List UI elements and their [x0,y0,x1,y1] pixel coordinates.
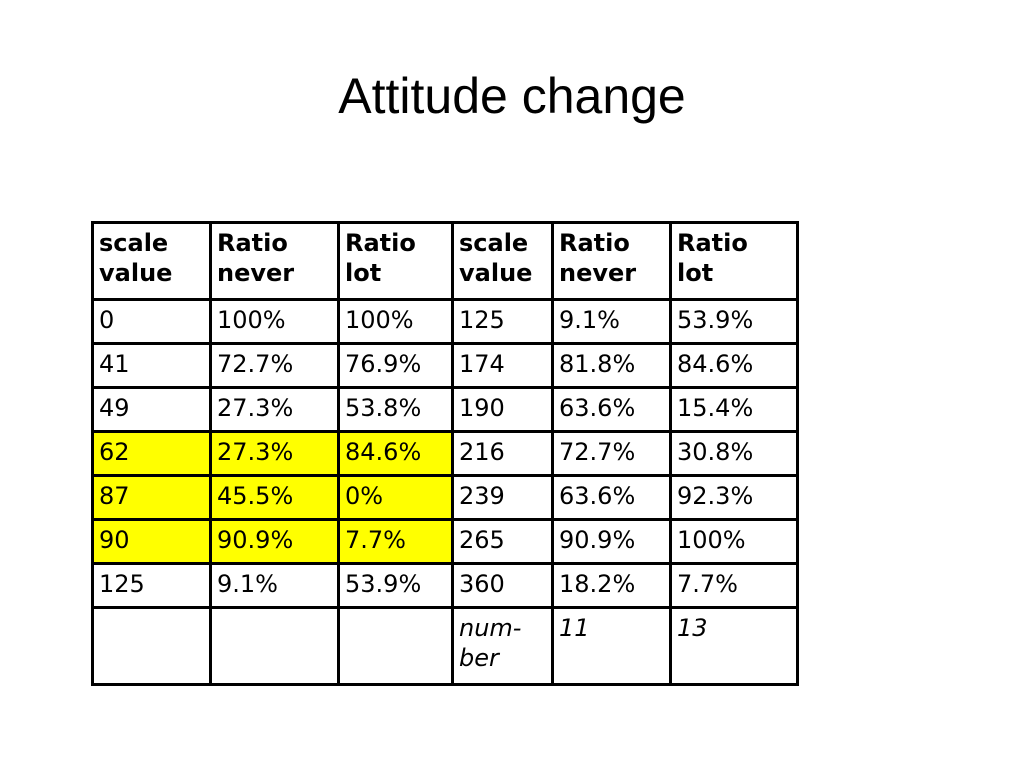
number-label-cell: num-ber [451,606,554,686]
table-row-totals: num-ber 11 13 [91,606,799,686]
highlighted-cell: 0% [337,474,454,521]
table-cell: 53.8% [337,386,454,433]
highlighted-cell: 7.7% [337,518,454,565]
table-cell: 239 [451,474,554,521]
table-cell: 216 [451,430,554,477]
slide-title: Attitude change [338,68,686,124]
table-header-row: scale value Ratio never Ratio lot scale … [91,221,799,301]
table-cell: 63.6% [551,474,672,521]
table-row: 0 100% 100% 125 9.1% 53.9% [91,298,799,345]
number-label-part2: ber [459,644,499,672]
table-cell: 360 [451,562,554,609]
table-cell: 72.7% [551,430,672,477]
table-cell: 100% [337,298,454,345]
table-cell: 72.7% [209,342,340,389]
table-cell: 92.3% [669,474,799,521]
highlighted-cell: 87 [91,474,212,521]
table-cell: 7.7% [669,562,799,609]
table-cell: 63.6% [551,386,672,433]
table-cell: 81.8% [551,342,672,389]
table-cell: 15.4% [669,386,799,433]
highlighted-cell: 27.3% [209,430,340,477]
table-row: 49 27.3% 53.8% 190 63.6% 15.4% [91,386,799,433]
header-ratio-never-right: Ratio never [551,221,672,301]
header-ratio-lot-left: Ratio lot [337,221,454,301]
data-table: scale value Ratio never Ratio lot scale … [91,221,799,686]
highlighted-cell: 90 [91,518,212,565]
table-cell: 53.9% [669,298,799,345]
table-cell: 100% [209,298,340,345]
header-scale-value-right: scale value [451,221,554,301]
highlighted-cell: 84.6% [337,430,454,477]
table-cell: 125 [451,298,554,345]
empty-cell [337,606,454,686]
header-scale-value-left: scale value [91,221,212,301]
table-cell: 125 [91,562,212,609]
table-cell: 0 [91,298,212,345]
highlighted-cell: 90.9% [209,518,340,565]
header-ratio-never-left: Ratio never [209,221,340,301]
header-ratio-lot-right: Ratio lot [669,221,799,301]
highlighted-cell: 45.5% [209,474,340,521]
table-row-highlighted: 87 45.5% 0% 239 63.6% 92.3% [91,474,799,521]
table-cell: 190 [451,386,554,433]
table-cell: 49 [91,386,212,433]
table-cell: 41 [91,342,212,389]
table-cell: 90.9% [551,518,672,565]
table-cell: 27.3% [209,386,340,433]
table-row-highlighted: 62 27.3% 84.6% 216 72.7% 30.8% [91,430,799,477]
table-row-highlighted: 90 90.9% 7.7% 265 90.9% 100% [91,518,799,565]
table-cell: 30.8% [669,430,799,477]
table-row: 125 9.1% 53.9% 360 18.2% 7.7% [91,562,799,609]
empty-cell [91,606,212,686]
table-cell: 53.9% [337,562,454,609]
count-lot-cell: 13 [669,606,799,686]
empty-cell [209,606,340,686]
table-cell: 100% [669,518,799,565]
table-cell: 174 [451,342,554,389]
table-cell: 265 [451,518,554,565]
number-label-part1: num- [459,614,522,642]
table-cell: 9.1% [551,298,672,345]
table-cell: 76.9% [337,342,454,389]
count-never-cell: 11 [551,606,672,686]
table-cell: 84.6% [669,342,799,389]
table-row: 41 72.7% 76.9% 174 81.8% 84.6% [91,342,799,389]
table-cell: 9.1% [209,562,340,609]
highlighted-cell: 62 [91,430,212,477]
table-cell: 18.2% [551,562,672,609]
